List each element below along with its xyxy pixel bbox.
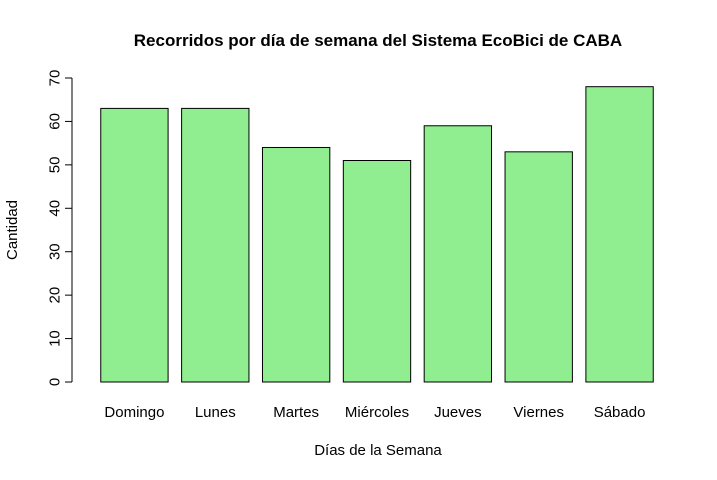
y-tick-label: 20: [46, 287, 63, 304]
x-tick-label: Viernes: [513, 404, 564, 421]
bar-1: [181, 107, 250, 383]
bar-2: [261, 146, 331, 383]
y-tick-label: 30: [46, 243, 63, 260]
chart-title: Recorridos por día de semana del Sistema…: [134, 31, 622, 50]
y-tick-label: 60: [46, 113, 63, 130]
y-axis-label: Cantidad: [4, 200, 21, 260]
bar-5: [504, 151, 573, 383]
bars: [100, 86, 654, 383]
x-tick-label: Jueves: [434, 404, 482, 421]
y-tick-label: 10: [46, 330, 63, 347]
y-tick-label: 50: [46, 157, 63, 174]
bar-6: [585, 86, 654, 383]
x-axis-labels: Domingo Lunes Martes Miércoles Jueves Viernes…: [104, 404, 645, 421]
bar-4: [423, 125, 493, 383]
x-tick-label: Martes: [273, 404, 319, 421]
x-tick-label: Sábado: [594, 404, 646, 421]
y-tick-label: 70: [46, 70, 63, 87]
x-axis-label: Días de la Semana: [314, 442, 442, 459]
bar-3: [342, 160, 412, 383]
y-axis: 0 10 20 30 40 50 60 70: [46, 70, 73, 386]
x-tick-label: Domingo: [104, 404, 164, 421]
x-tick-label: Miércoles: [345, 404, 409, 421]
bar-0: [100, 107, 169, 383]
y-tick-label: 0: [46, 378, 63, 386]
x-tick-label: Lunes: [195, 404, 236, 421]
y-tick-label: 40: [46, 200, 63, 217]
